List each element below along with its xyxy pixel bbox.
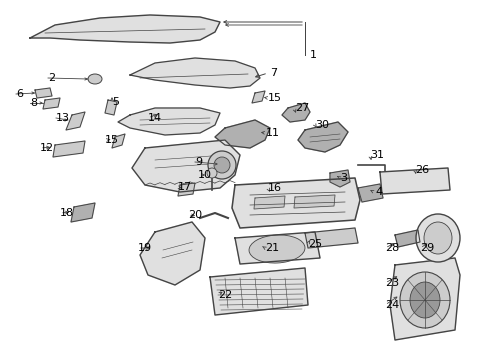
Polygon shape	[231, 178, 359, 228]
Polygon shape	[379, 168, 449, 194]
Text: 15: 15	[267, 93, 282, 103]
Text: 14: 14	[148, 113, 162, 123]
Polygon shape	[251, 91, 264, 103]
Text: 4: 4	[374, 187, 381, 197]
Text: 5: 5	[112, 97, 119, 107]
Text: 25: 25	[307, 239, 322, 249]
Ellipse shape	[399, 272, 449, 328]
Polygon shape	[66, 112, 85, 130]
Ellipse shape	[248, 235, 305, 263]
Polygon shape	[297, 122, 347, 152]
Ellipse shape	[157, 63, 192, 80]
Polygon shape	[235, 232, 319, 264]
Text: 6: 6	[16, 89, 23, 99]
Polygon shape	[53, 141, 85, 157]
Polygon shape	[112, 134, 125, 148]
Polygon shape	[253, 196, 285, 209]
Polygon shape	[209, 268, 307, 315]
Polygon shape	[215, 120, 269, 148]
Text: 28: 28	[384, 243, 398, 253]
Text: 18: 18	[60, 208, 74, 218]
Text: 7: 7	[269, 68, 277, 78]
Text: 13: 13	[56, 113, 70, 123]
Text: 10: 10	[198, 170, 212, 180]
Text: 20: 20	[187, 210, 202, 220]
Text: 24: 24	[384, 300, 398, 310]
Text: 21: 21	[264, 243, 279, 253]
Text: 29: 29	[419, 243, 433, 253]
Text: 31: 31	[369, 150, 383, 160]
Polygon shape	[130, 58, 260, 88]
Ellipse shape	[423, 222, 451, 254]
Text: 27: 27	[294, 103, 308, 113]
Polygon shape	[305, 228, 357, 248]
Text: 26: 26	[414, 165, 428, 175]
Ellipse shape	[88, 74, 102, 84]
Polygon shape	[30, 15, 220, 43]
Text: 1: 1	[309, 50, 316, 60]
Text: 23: 23	[384, 278, 398, 288]
Text: 15: 15	[105, 135, 119, 145]
Text: 12: 12	[40, 143, 54, 153]
Polygon shape	[293, 195, 334, 208]
Ellipse shape	[397, 174, 433, 188]
Text: 30: 30	[314, 120, 328, 130]
Polygon shape	[329, 170, 349, 187]
Polygon shape	[118, 108, 220, 135]
Ellipse shape	[409, 282, 439, 318]
Text: 2: 2	[48, 73, 55, 83]
Text: 17: 17	[178, 182, 192, 192]
Polygon shape	[71, 203, 95, 222]
Polygon shape	[35, 88, 52, 98]
Text: 19: 19	[138, 243, 152, 253]
Polygon shape	[178, 183, 195, 196]
Text: 8: 8	[30, 98, 37, 108]
Text: 3: 3	[339, 173, 346, 183]
Polygon shape	[105, 100, 117, 115]
Text: 9: 9	[195, 157, 202, 167]
Polygon shape	[357, 184, 382, 202]
Polygon shape	[140, 222, 204, 285]
Ellipse shape	[207, 151, 236, 179]
Text: 11: 11	[265, 128, 280, 138]
Polygon shape	[43, 98, 60, 109]
Polygon shape	[132, 140, 240, 192]
Ellipse shape	[214, 157, 229, 173]
Ellipse shape	[415, 214, 459, 262]
Ellipse shape	[206, 168, 217, 178]
Text: 22: 22	[218, 290, 232, 300]
Polygon shape	[394, 230, 419, 247]
Polygon shape	[389, 258, 459, 340]
Text: 16: 16	[267, 183, 282, 193]
Polygon shape	[282, 103, 309, 122]
